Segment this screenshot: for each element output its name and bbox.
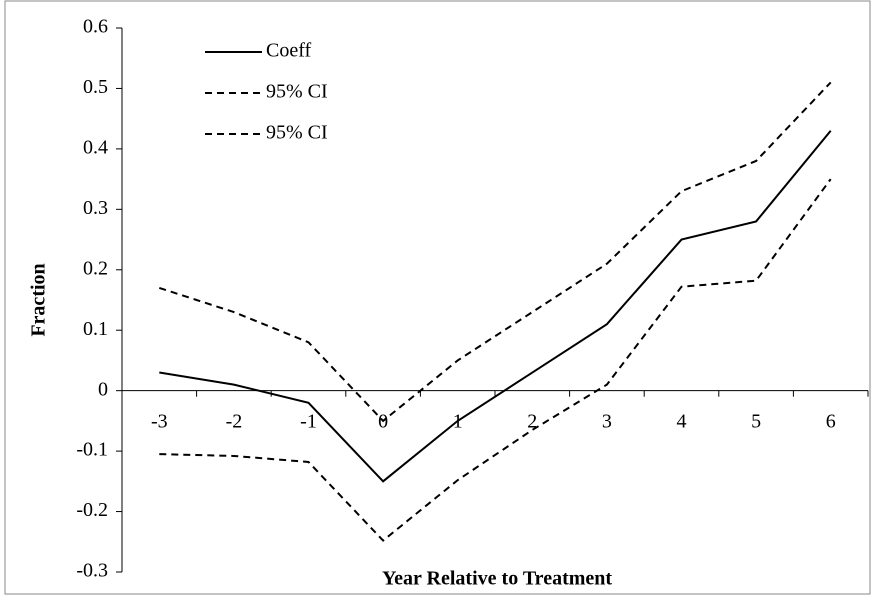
y-tick-label: 0.1 (83, 318, 108, 340)
x-tick-label: -1 (300, 410, 317, 432)
series-line (159, 130, 832, 483)
y-tick-label: 0.6 (83, 16, 108, 38)
legend-label: 95% CI (266, 81, 328, 103)
y-tick-label: -0.1 (76, 439, 108, 461)
x-tick-label: 2 (527, 410, 537, 432)
legend-label: Coeff (266, 40, 312, 62)
y-tick-label: 0.2 (83, 257, 108, 279)
x-tick-label: 4 (677, 410, 687, 432)
x-tick-label: 6 (826, 410, 836, 432)
y-axis-title: Fraction (28, 263, 50, 336)
y-tick-label: 0.3 (83, 197, 108, 219)
legend-label: 95% CI (266, 122, 328, 144)
y-tick-label: 0.4 (83, 136, 108, 158)
y-tick-label: 0 (98, 378, 108, 400)
x-axis-title: Year Relative to Treatment (382, 568, 612, 590)
chart-frame (4, 0, 871, 595)
x-tick-label: -3 (151, 410, 168, 432)
y-tick-label: 0.5 (83, 76, 108, 98)
y-tick-label: -0.2 (76, 499, 108, 521)
y-tick-label: -0.3 (76, 560, 108, 582)
x-tick-label: 5 (751, 410, 761, 432)
x-tick-label: -2 (226, 410, 243, 432)
series-line (158, 81, 832, 423)
x-tick-label: 3 (602, 410, 612, 432)
series-line (159, 178, 832, 542)
